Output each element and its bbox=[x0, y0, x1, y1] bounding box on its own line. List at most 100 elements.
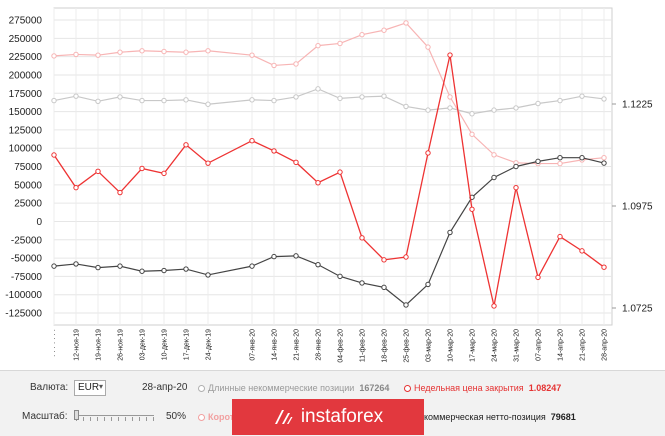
data-point bbox=[359, 31, 365, 38]
data-point bbox=[51, 152, 57, 158]
data-point bbox=[183, 97, 189, 103]
x-tick-label: · · · · · · · bbox=[52, 329, 59, 357]
data-point bbox=[337, 95, 343, 102]
data-point bbox=[491, 107, 497, 113]
data-point bbox=[249, 52, 255, 58]
x-tick-label: 24-дек-19 bbox=[206, 329, 213, 360]
data-point bbox=[491, 303, 497, 309]
y-left-tick-label: 200000 bbox=[9, 70, 43, 81]
legend-close[interactable]: Недельная цена закрытия 1.08247 bbox=[404, 383, 561, 393]
x-tick-label: 18-фев-20 bbox=[382, 329, 389, 363]
chart-series bbox=[51, 20, 607, 309]
data-point bbox=[469, 111, 475, 117]
data-point bbox=[51, 263, 57, 269]
x-tick-label: 04-фев-20 bbox=[338, 329, 345, 363]
legend-short-label: Коротк bbox=[208, 412, 239, 422]
y-left-tick-label: -25000 bbox=[11, 235, 43, 246]
x-tick-label: 24-мар-20 bbox=[492, 329, 499, 362]
data-point bbox=[51, 97, 57, 104]
data-point bbox=[183, 266, 189, 272]
data-point bbox=[447, 94, 453, 100]
circle-icon bbox=[198, 385, 205, 393]
legend-long[interactable]: Длинные некоммерческие позиции 167264 bbox=[198, 383, 389, 393]
series-1 bbox=[51, 20, 607, 167]
data-point bbox=[117, 49, 123, 55]
currency-select[interactable]: EUR ▾ bbox=[74, 380, 106, 396]
data-point bbox=[359, 235, 365, 241]
y-axis-left: 2750002500002250002000001750001500001250… bbox=[5, 16, 42, 320]
x-tick-label: 03-мар-20 bbox=[426, 329, 433, 362]
y-left-tick-label: 225000 bbox=[9, 52, 43, 63]
data-point bbox=[403, 302, 409, 308]
data-point bbox=[557, 233, 563, 240]
data-point bbox=[337, 40, 343, 47]
data-point bbox=[183, 49, 189, 55]
data-point bbox=[161, 170, 167, 177]
y-left-tick-label: 75000 bbox=[14, 162, 42, 173]
y-right-tick-label: 1.1225 bbox=[622, 100, 653, 111]
report-date: 28-апр-20 bbox=[142, 382, 188, 393]
data-point bbox=[337, 169, 343, 175]
data-point bbox=[51, 53, 57, 59]
data-point bbox=[425, 44, 431, 50]
data-point bbox=[161, 97, 167, 104]
scale-slider-track[interactable] bbox=[76, 415, 154, 416]
series-2 bbox=[51, 155, 607, 308]
data-point bbox=[139, 165, 145, 172]
scale-slider-ticks bbox=[76, 417, 154, 421]
x-tick-label: 28-апр-20 bbox=[602, 329, 609, 361]
x-tick-label: 19-ноя-19 bbox=[96, 329, 103, 361]
data-point bbox=[73, 93, 79, 99]
y-left-tick-label: 25000 bbox=[14, 199, 42, 210]
data-point bbox=[491, 174, 497, 181]
data-point bbox=[579, 93, 585, 99]
legend-short[interactable]: Коротк bbox=[198, 412, 239, 422]
data-point bbox=[535, 274, 541, 281]
y-left-tick-label: 175000 bbox=[9, 89, 43, 100]
data-point bbox=[183, 142, 189, 148]
data-point bbox=[447, 52, 453, 58]
legend-net[interactable]: коммерческая нетто-позиция 79681 bbox=[424, 412, 576, 422]
x-tick-label: 17-дек-19 bbox=[184, 329, 191, 360]
x-tick-label: 07-апр-20 bbox=[536, 329, 543, 361]
data-point bbox=[513, 184, 519, 191]
data-point bbox=[535, 100, 541, 107]
data-point bbox=[271, 148, 277, 154]
data-point bbox=[161, 48, 167, 55]
scale-label: Масштаб: bbox=[22, 411, 68, 422]
legend-net-value: 79681 bbox=[550, 412, 576, 422]
data-point bbox=[557, 97, 563, 104]
y-right-tick-label: 1.0975 bbox=[622, 202, 653, 213]
brand-banner[interactable]: instaforex bbox=[232, 399, 424, 435]
chart-grid bbox=[53, 7, 613, 326]
cot-chart-svg: 2750002500002250002000001750001500001250… bbox=[5, 7, 653, 363]
x-tick-label: 03-дек-19 bbox=[140, 329, 147, 360]
data-point bbox=[271, 97, 277, 104]
y-axis-right: 1.1225 1.0975 1.0725 bbox=[612, 100, 653, 315]
brand-name: instaforex bbox=[300, 406, 384, 427]
data-point bbox=[425, 150, 431, 156]
data-point bbox=[337, 273, 343, 280]
data-point bbox=[205, 101, 211, 107]
data-point bbox=[447, 105, 453, 111]
data-point bbox=[469, 206, 475, 212]
data-point bbox=[315, 42, 321, 49]
scale-slider-thumb[interactable] bbox=[74, 410, 79, 420]
chevron-down-icon: ▾ bbox=[98, 382, 103, 391]
y-left-tick-label: -75000 bbox=[11, 272, 43, 283]
y-left-tick-label: -100000 bbox=[5, 290, 42, 301]
series-3 bbox=[51, 52, 607, 309]
x-tick-label: 26-ноя-19 bbox=[118, 329, 125, 361]
data-point bbox=[315, 86, 321, 92]
data-point bbox=[403, 254, 409, 260]
data-point bbox=[381, 284, 387, 291]
x-tick-label: 17-мар-20 bbox=[470, 329, 477, 362]
data-point bbox=[315, 261, 321, 268]
circle-icon bbox=[198, 414, 205, 422]
legend-net-label: коммерческая нетто-позиция bbox=[424, 412, 546, 422]
data-point bbox=[491, 152, 497, 158]
data-point bbox=[139, 97, 145, 104]
data-point bbox=[425, 281, 431, 288]
data-point bbox=[73, 184, 79, 191]
x-tick-label: 31-мар-20 bbox=[514, 329, 521, 362]
